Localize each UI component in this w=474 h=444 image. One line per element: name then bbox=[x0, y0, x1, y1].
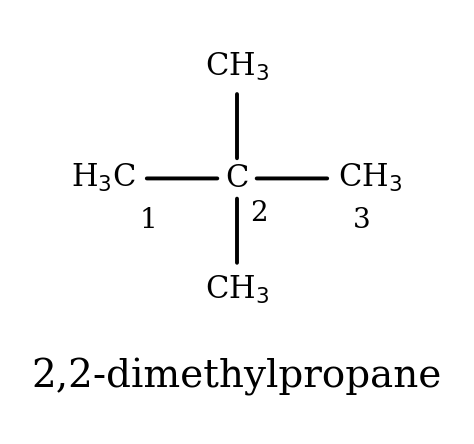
Text: CH$_3$: CH$_3$ bbox=[338, 163, 402, 194]
Text: 3: 3 bbox=[353, 207, 371, 234]
Text: CH$_3$: CH$_3$ bbox=[205, 51, 269, 83]
Text: 1: 1 bbox=[139, 207, 157, 234]
Text: 2: 2 bbox=[250, 200, 267, 227]
Text: CH$_3$: CH$_3$ bbox=[205, 274, 269, 306]
Text: 2,2-dimethylpropane: 2,2-dimethylpropane bbox=[32, 358, 442, 396]
Text: C: C bbox=[225, 163, 249, 194]
Text: H$_3$C: H$_3$C bbox=[71, 163, 136, 194]
